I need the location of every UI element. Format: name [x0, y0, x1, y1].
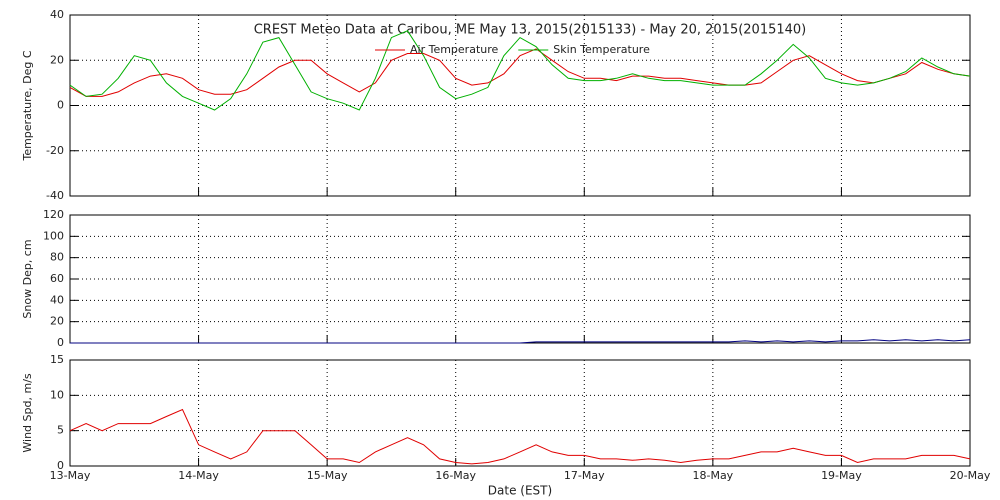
y-tick-label: 40 — [50, 8, 64, 21]
plot-frame — [69, 14, 971, 197]
x-tick-label: 13-May — [50, 469, 91, 482]
x-tick-label: 19-May — [821, 469, 862, 482]
data-line — [69, 48, 971, 97]
y-tick-label: 20 — [50, 315, 64, 328]
y-tick-label: 20 — [50, 53, 64, 66]
x-tick-label: 16-May — [435, 469, 476, 482]
y-tick-label: 0 — [57, 459, 64, 472]
legend-label: Air Temperature — [410, 43, 499, 56]
y-axis-title: Temperature, Deg C — [21, 50, 34, 161]
y-tick-label: 100 — [43, 229, 64, 242]
y-axis-title: Wind Spd, m/s — [21, 373, 34, 453]
y-tick-label: 120 — [43, 208, 64, 221]
y-tick-label: 60 — [50, 272, 64, 285]
y-tick-label: 0 — [57, 99, 64, 112]
y-tick-label: 40 — [50, 293, 64, 306]
x-tick-label: 17-May — [564, 469, 605, 482]
plot-frame — [69, 359, 971, 467]
x-axis-title: Date (EST) — [488, 484, 552, 498]
y-tick-label: -20 — [46, 144, 64, 157]
data-line — [70, 339, 971, 344]
x-tick-label: 18-May — [692, 469, 733, 482]
y-tick-label: 15 — [50, 353, 64, 366]
x-tick-label: 20-May — [950, 469, 991, 482]
y-tick-label: -40 — [46, 189, 64, 202]
y-tick-label: 0 — [57, 336, 64, 349]
chart-title: CREST Meteo Data at Caribou, ME May 13, … — [254, 23, 807, 38]
x-tick-label: 15-May — [307, 469, 348, 482]
y-axis-title: Snow Dep, cm — [21, 239, 34, 318]
y-tick-label: 5 — [57, 424, 64, 437]
y-tick-label: 80 — [50, 251, 64, 264]
legend-label: Skin Temperature — [553, 43, 650, 56]
x-tick-label: 14-May — [178, 469, 219, 482]
y-tick-label: 10 — [50, 388, 64, 401]
data-line — [69, 408, 971, 465]
data-line — [69, 30, 971, 111]
